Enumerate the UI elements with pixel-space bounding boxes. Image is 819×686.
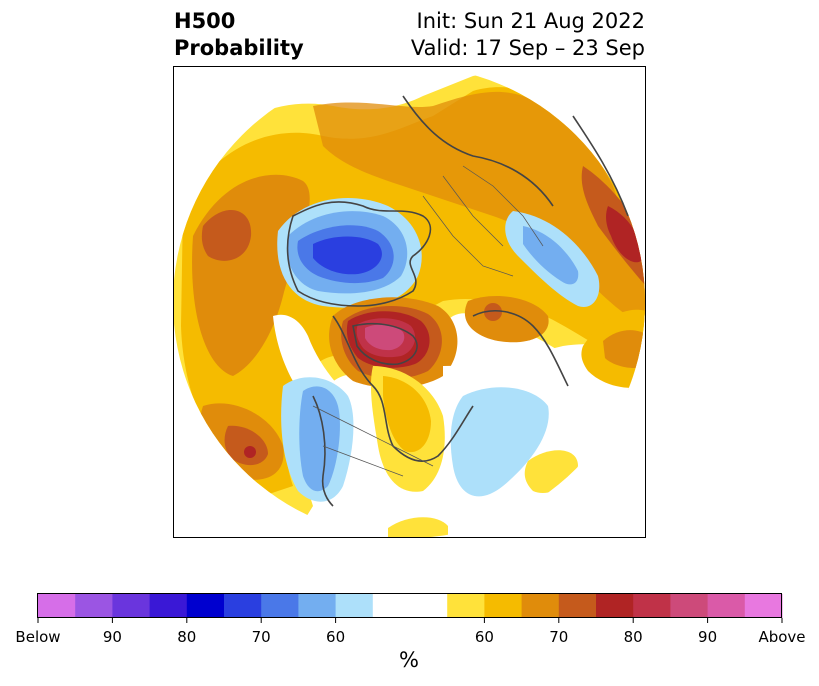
colorbar-cell bbox=[596, 594, 634, 618]
borders bbox=[312, 165, 544, 477]
colorbar-cells bbox=[38, 594, 783, 618]
colorbar-cell bbox=[298, 594, 337, 618]
colorbar-tick-label: Above bbox=[758, 628, 806, 646]
colorbar-tick-label: 70 bbox=[549, 628, 569, 646]
colorbar-cell bbox=[75, 594, 113, 618]
init-date: Init: Sun 21 Aug 2022 bbox=[416, 9, 645, 33]
colorbar-cell bbox=[707, 594, 746, 618]
colorbar-tick-label: Below bbox=[15, 628, 61, 646]
map-frame bbox=[173, 66, 646, 538]
colorbar-tick-label: 80 bbox=[177, 628, 197, 646]
map-title: H500 Probability bbox=[174, 8, 304, 62]
valid-range: Valid: 17 Sep – 23 Sep bbox=[410, 36, 645, 60]
colorbar-tick-label: 80 bbox=[623, 628, 643, 646]
title-variable: H500 bbox=[174, 9, 236, 33]
colorbar-tick-label: 60 bbox=[326, 628, 346, 646]
colorbar bbox=[37, 593, 783, 623]
colorbar-cell bbox=[112, 594, 151, 618]
colorbar-cell bbox=[149, 594, 188, 618]
colorbar-cell bbox=[670, 594, 709, 618]
colorbar-cell bbox=[38, 594, 76, 618]
coastlines bbox=[286, 95, 629, 507]
colorbar-tick-label: 60 bbox=[474, 628, 494, 646]
colorbar-cell bbox=[224, 594, 262, 618]
title-product: Probability bbox=[174, 36, 304, 60]
colorbar-frame bbox=[37, 593, 782, 618]
colorbar-cell bbox=[261, 594, 299, 618]
colorbar-tick-label: 70 bbox=[251, 628, 271, 646]
colorbar-cell bbox=[633, 594, 671, 618]
colorbar-cell bbox=[558, 594, 597, 618]
probability-map bbox=[173, 66, 646, 538]
colorbar-tick-label: 90 bbox=[698, 628, 718, 646]
colorbar-ticks bbox=[37, 618, 783, 623]
colorbar-cell bbox=[372, 594, 411, 618]
map-dates: Init: Sun 21 Aug 2022 Valid: 17 Sep – 23… bbox=[411, 8, 645, 62]
colorbar-cell bbox=[484, 594, 523, 618]
colorbar-cell bbox=[744, 594, 783, 618]
colorbar-cell bbox=[521, 594, 560, 618]
probability-field bbox=[173, 73, 645, 538]
colorbar-cell bbox=[335, 594, 374, 618]
colorbar-cell bbox=[410, 594, 448, 618]
colorbar-tick-label: 90 bbox=[102, 628, 122, 646]
colorbar-cell bbox=[447, 594, 485, 618]
colorbar-unit: % bbox=[399, 648, 419, 672]
colorbar-cell bbox=[186, 594, 225, 618]
